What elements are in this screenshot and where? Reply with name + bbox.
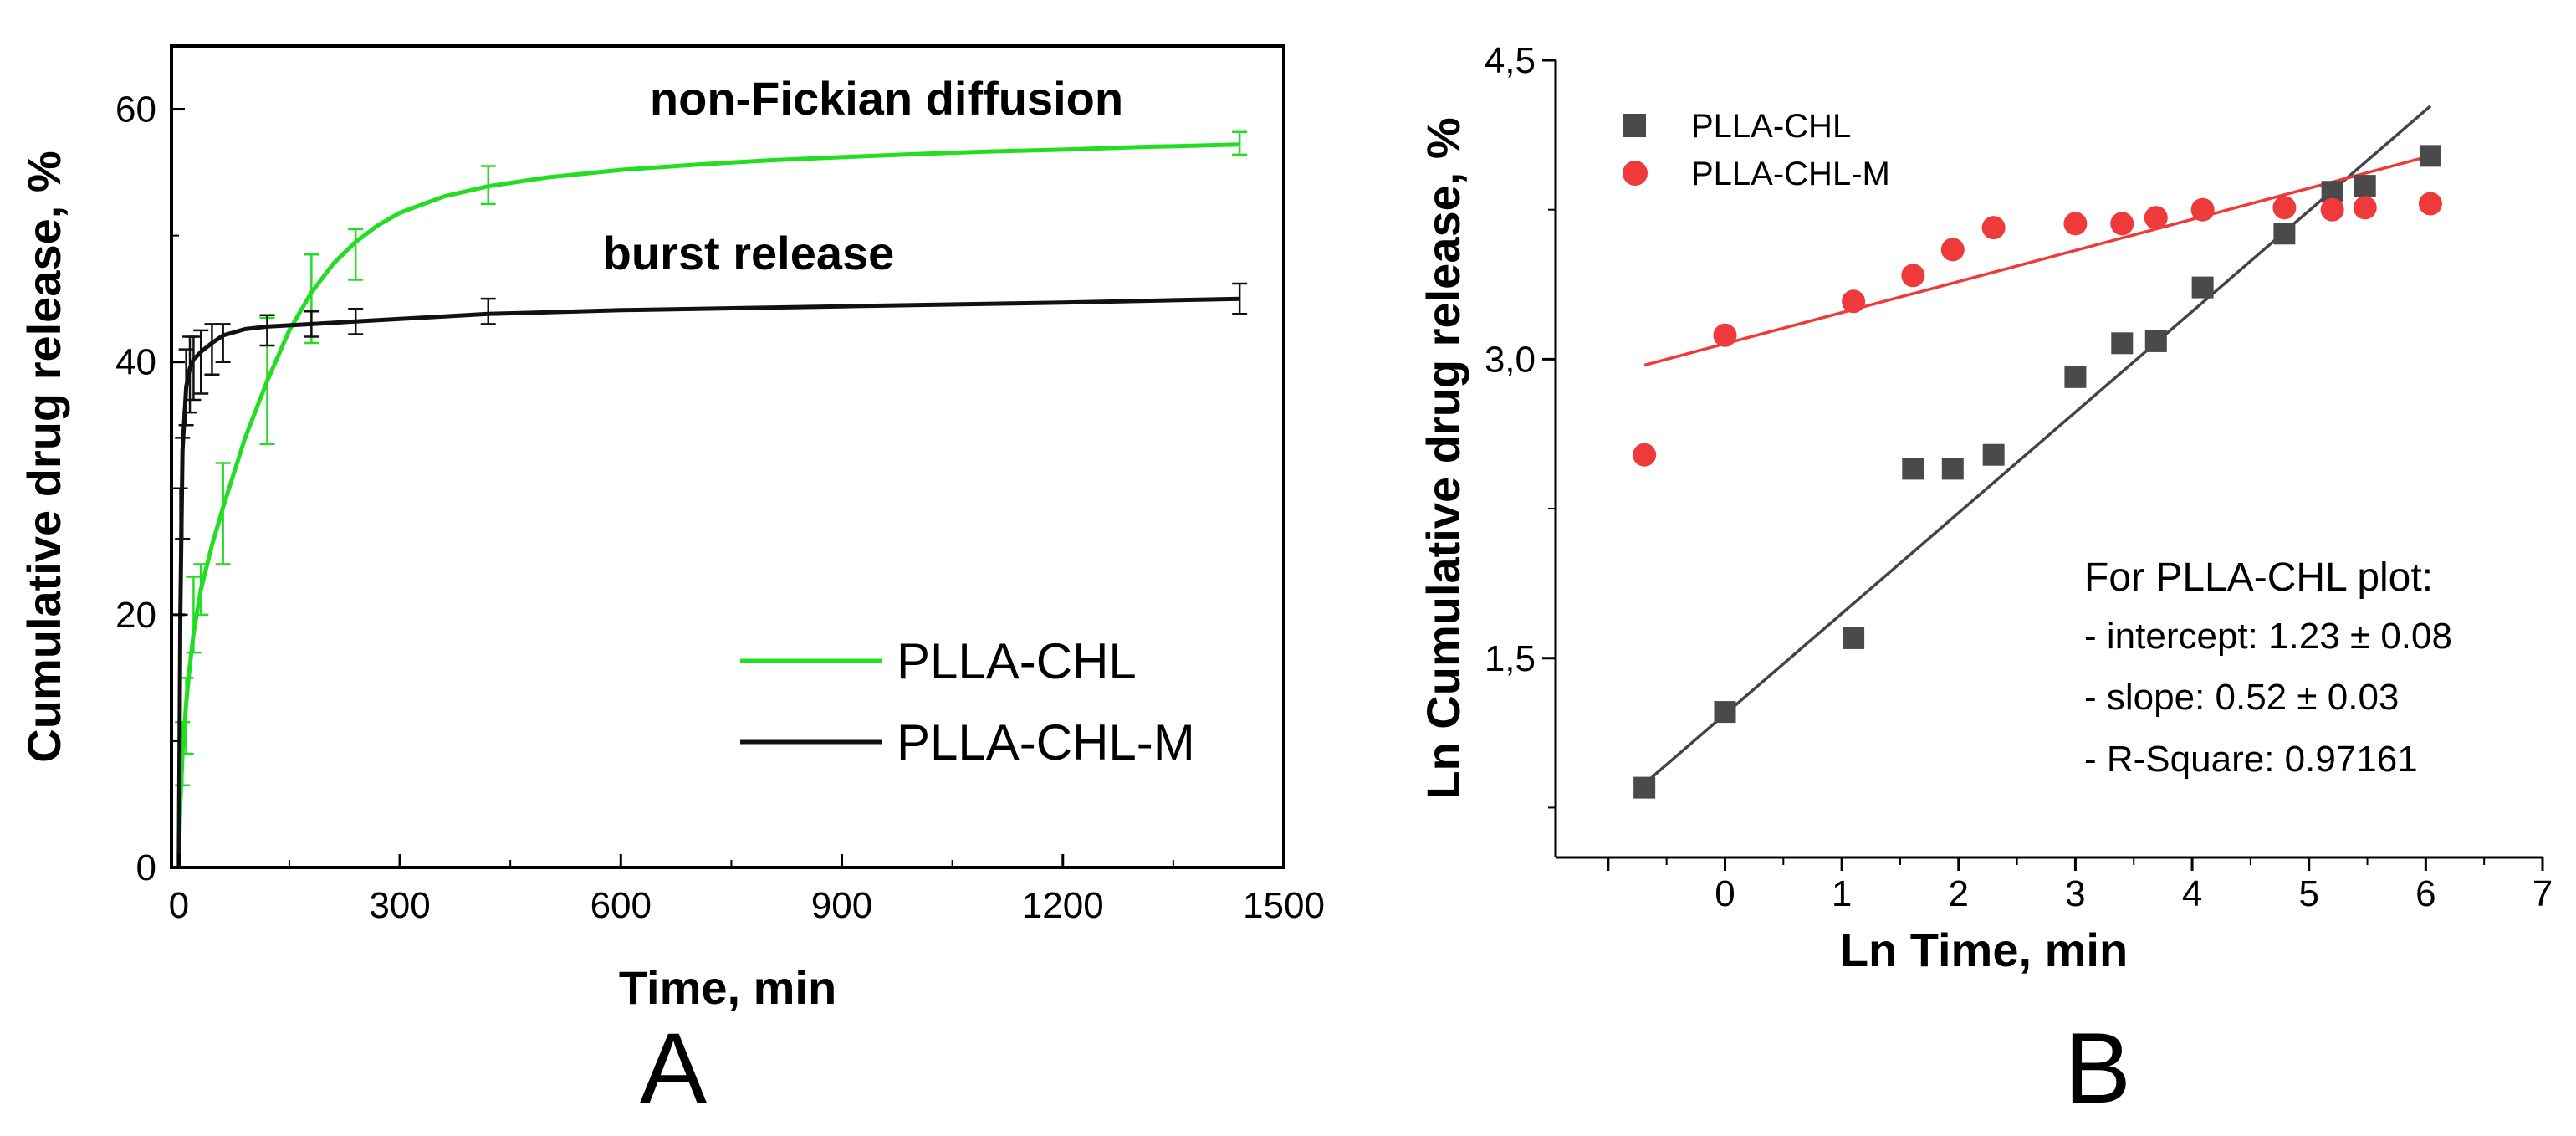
- x-tick-label: 1: [1832, 873, 1852, 914]
- error-bar-plla-chl-m: [480, 297, 496, 325]
- y-tick-label: 1,5: [1485, 638, 1536, 679]
- point-plla-chl-m: [2144, 206, 2168, 230]
- panel-a-annotation-burst: burst release: [603, 227, 895, 279]
- y-tick-label: 20: [115, 595, 156, 636]
- error-bar-plla-chl: [215, 462, 231, 565]
- error-bar-plla-chl: [193, 563, 209, 617]
- panel-a-x-axis-title: Time, min: [619, 961, 836, 1014]
- point-plla-chl: [1941, 458, 1964, 480]
- panel-b-x-axis-title: Ln Time, min: [1840, 924, 2128, 976]
- error-bar-plla-chl-m: [304, 310, 319, 338]
- legend-a-label-plla-chl: PLLA-CHL: [897, 633, 1137, 689]
- panel-a-letter: A: [640, 1012, 707, 1124]
- panel-b-letter: B: [2064, 1012, 2131, 1124]
- y-tick-label: 60: [115, 90, 156, 130]
- legend-b-label-plla-chl-m: PLLA-CHL-M: [1691, 156, 1890, 192]
- x-tick-label: 0: [1715, 873, 1735, 914]
- x-tick-label: 6: [2415, 873, 2435, 914]
- stats-intercept: - intercept: 1.23 ± 0.08: [2084, 616, 2452, 657]
- x-tick-label: 0: [169, 885, 189, 926]
- error-bar-plla-chl-m: [259, 314, 275, 347]
- point-plla-chl: [1902, 458, 1924, 480]
- panel-b-stats-box: For PLLA-CHL plot: - intercept: 1.23 ± 0…: [2084, 555, 2452, 780]
- stats-slope: - slope: 0.52 ± 0.03: [2084, 677, 2399, 718]
- point-plla-chl-m: [2110, 212, 2134, 236]
- y-tick-label: 3,0: [1485, 339, 1536, 380]
- x-tick-label: 7: [2533, 873, 2553, 914]
- x-tick-label: 600: [590, 885, 652, 926]
- point-plla-chl-m: [1713, 323, 1737, 347]
- stats-r-square: - R-Square: 0.97161: [2084, 739, 2418, 780]
- point-plla-chl-m: [2418, 192, 2442, 216]
- x-tick-label: 5: [2298, 873, 2318, 914]
- point-plla-chl: [1714, 701, 1736, 724]
- x-tick-label: 1500: [1243, 885, 1325, 926]
- panel-a-y-axis-title: Cumulative drug release, %: [18, 151, 70, 762]
- error-bar-plla-chl: [348, 228, 364, 281]
- panel-a-legend: PLLA-CHL PLLA-CHL-M: [740, 633, 1195, 770]
- x-tick-label: 900: [811, 885, 872, 926]
- legend-b-label-plla-chl: PLLA-CHL: [1691, 108, 1851, 145]
- point-plla-chl-m: [1940, 238, 1965, 262]
- point-plla-chl: [2419, 145, 2441, 167]
- fit-line-plla-chl-m: [1643, 154, 2431, 367]
- panel-a: 0 300 600 900 1200 1500 0 20 40 60 non-Fickian di…: [18, 44, 1325, 1124]
- panel-b-ticks: 0 1 2 3 4 5 6 7 1,5 3,0 4,5: [1485, 40, 2553, 914]
- error-bar-plla-chl-m: [348, 307, 364, 335]
- legend-b-marker-plla-chl-m: [1623, 161, 1648, 186]
- point-plla-chl-m: [2190, 197, 2215, 222]
- error-bar-plla-chl-m: [175, 437, 191, 540]
- point-plla-chl-m: [2272, 196, 2297, 220]
- y-tick-label: 4,5: [1485, 40, 1536, 81]
- panel-b-plot-area: [1633, 105, 2442, 799]
- legend-b-marker-plla-chl: [1623, 114, 1646, 137]
- x-tick-label: 300: [369, 885, 430, 926]
- x-tick-label: 1200: [1022, 885, 1104, 926]
- y-tick-label: 0: [136, 847, 156, 888]
- error-bar-plla-chl: [480, 165, 496, 206]
- point-plla-chl-m: [2063, 212, 2088, 236]
- point-plla-chl-m: [2320, 197, 2344, 222]
- panel-a-ticks: 0 300 600 900 1200 1500 0 20 40 60: [115, 90, 1325, 926]
- point-plla-chl: [1982, 443, 2005, 466]
- point-plla-chl: [2144, 330, 2167, 352]
- error-bar-plla-chl-m: [1232, 282, 1248, 315]
- error-bar-plla-chl-m: [193, 329, 209, 395]
- x-tick-label: 2: [1949, 873, 1969, 914]
- legend-a-label-plla-chl-m: PLLA-CHL-M: [897, 714, 1195, 770]
- point-plla-chl: [1843, 627, 1865, 649]
- stats-heading: For PLLA-CHL plot:: [2084, 555, 2433, 600]
- panel-a-frame: [170, 44, 1285, 869]
- point-plla-chl: [2111, 332, 2134, 355]
- point-plla-chl: [2064, 366, 2087, 388]
- fit-line-plla-chl: [1643, 105, 2432, 785]
- panel-a-annotation-non-fickian: non-Fickian diffusion: [650, 72, 1123, 125]
- x-tick-label: 3: [2065, 873, 2085, 914]
- panel-b-legend: PLLA-CHL PLLA-CHL-M: [1623, 108, 1890, 192]
- x-tick-label: 4: [2182, 873, 2202, 914]
- point-plla-chl-m: [1981, 216, 2006, 240]
- panel-a-plot-area: [172, 130, 1248, 868]
- point-plla-chl-m: [2353, 196, 2377, 220]
- point-plla-chl: [1633, 776, 1656, 799]
- error-bar-plla-chl-m: [186, 335, 202, 402]
- panel-b: 0 1 2 3 4 5 6 7 1,5 3,0 4,5 PLLA-CHL PLLA-CHL-M Fo…: [1417, 40, 2553, 1124]
- panel-b-y-axis-title: Ln Cumulative drug release, %: [1417, 117, 1469, 799]
- y-tick-label: 40: [115, 342, 156, 383]
- point-plla-chl: [2354, 175, 2376, 197]
- point-plla-chl: [2273, 223, 2296, 245]
- point-plla-chl-m: [1633, 443, 1657, 467]
- point-plla-chl: [2191, 276, 2214, 299]
- point-plla-chl-m: [1901, 264, 1925, 288]
- error-bar-plla-chl-m: [215, 323, 231, 363]
- point-plla-chl-m: [1842, 289, 1866, 314]
- error-bar-plla-chl: [1232, 130, 1248, 156]
